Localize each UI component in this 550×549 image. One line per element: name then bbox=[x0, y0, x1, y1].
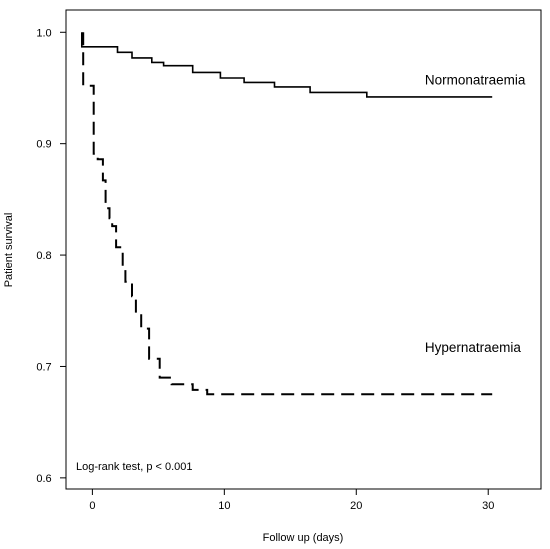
y-axis-ticks: 0.6 0.7 0.8 0.9 1.0 bbox=[36, 27, 66, 485]
plot-frame bbox=[65, 9, 542, 490]
series-layer: Normonatraemia Hypernatraemia bbox=[81, 32, 526, 396]
hypernatraemia-curve bbox=[82, 32, 493, 396]
x-tick-label: 30 bbox=[482, 500, 494, 512]
y-tick-label: 0.9 bbox=[36, 139, 51, 151]
y-tick-label: 0.6 bbox=[36, 473, 51, 485]
normonatraemia-curve bbox=[81, 32, 493, 98]
y-tick-label: 0.7 bbox=[36, 361, 51, 373]
x-tick-label: 10 bbox=[218, 500, 230, 512]
y-tick-label: 1.0 bbox=[36, 27, 51, 39]
x-axis-ticks: 0 10 20 30 bbox=[89, 489, 494, 512]
x-axis-label: Follow up (days) bbox=[263, 532, 344, 544]
normonatraemia-label: Normonatraemia bbox=[425, 73, 526, 88]
hypernatraemia-label: Hypernatraemia bbox=[425, 340, 522, 355]
x-tick-label: 20 bbox=[350, 500, 362, 512]
y-tick-label: 0.8 bbox=[36, 250, 51, 262]
x-tick-label: 0 bbox=[89, 500, 95, 512]
y-axis-label: Patient survival bbox=[3, 213, 15, 288]
log-rank-annotation: Log-rank test, p < 0.001 bbox=[76, 461, 193, 473]
